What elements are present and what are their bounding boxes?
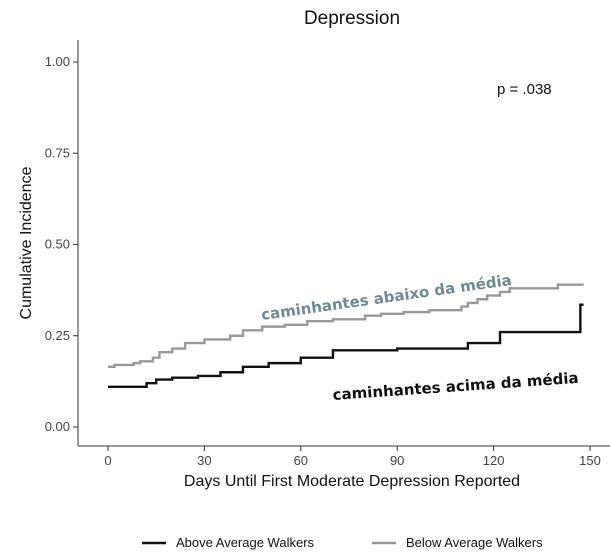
x-axis: 0 30 60 90 120 150 [104,446,601,468]
below-walkers-annotation: caminhantes abaixo da média [260,271,513,324]
y-axis-title: Cumulative Incidence [18,166,35,319]
series-line-1 [108,283,584,368]
legend-label-1: Below Average Walkers [406,535,543,550]
legend: Above Average Walkers Below Average Walke… [142,535,543,550]
y-tick-label: 0.50 [45,237,70,252]
y-axis: 0.00 0.25 0.50 0.75 1.00 [45,54,78,434]
chart-title: Depression [304,8,400,29]
x-tick-label: 90 [390,453,404,468]
x-tick-label: 30 [197,453,211,468]
x-tick-label: 150 [579,453,601,468]
above-walkers-annotation: caminhantes acima da média [332,369,579,404]
y-tick-label: 1.00 [45,54,70,69]
legend-label-0: Above Average Walkers [176,535,315,550]
series-group [108,283,584,389]
series-line-0 [108,303,584,389]
y-tick-label: 0.25 [45,328,70,343]
p-value-label: p = .038 [497,81,552,98]
x-tick-label: 120 [483,453,505,468]
y-tick-label: 0.75 [45,145,70,160]
x-axis-title: Days Until First Moderate Depression Rep… [184,473,520,490]
x-tick-label: 0 [104,453,111,468]
y-tick-label: 0.00 [45,419,70,434]
x-tick-label: 60 [294,453,308,468]
